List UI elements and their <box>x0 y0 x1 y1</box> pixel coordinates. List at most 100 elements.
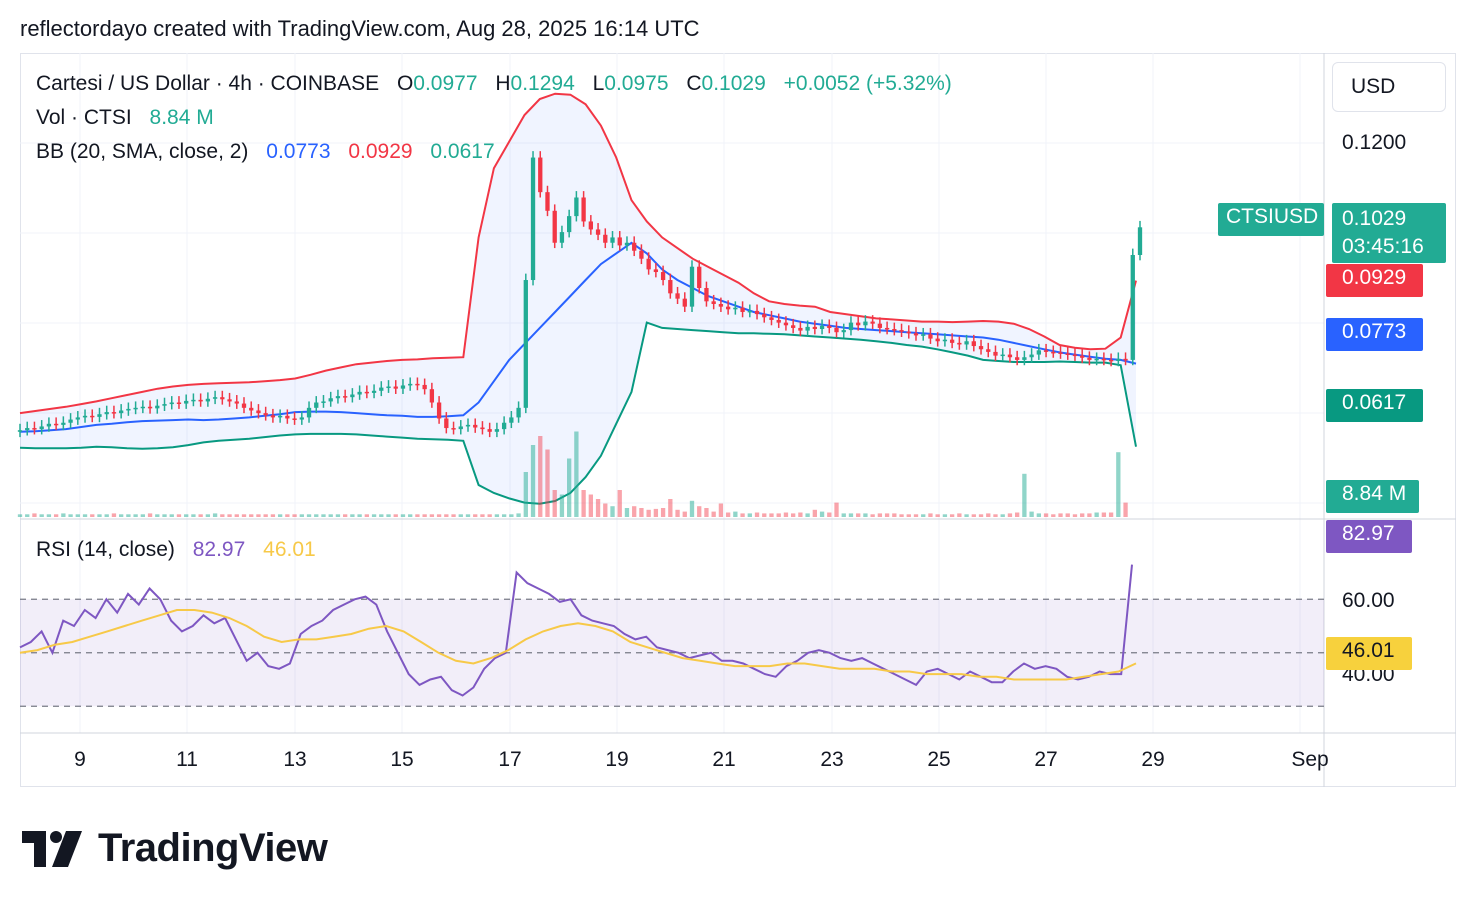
candle-body <box>1087 357 1092 360</box>
volume-bar <box>249 514 254 517</box>
volume-bar <box>812 509 817 517</box>
volume-bar <box>697 506 702 517</box>
candle-body <box>379 387 384 391</box>
volume-bar <box>769 513 774 517</box>
chart-caption: reflectordayo created with TradingView.c… <box>20 16 700 41</box>
volume-bar <box>393 514 398 517</box>
volume-bar <box>827 512 832 517</box>
candle-body <box>538 157 543 193</box>
volume-bar <box>798 512 803 517</box>
bb-title[interactable]: BB (20, SMA, close, 2) <box>36 140 249 163</box>
candle-body <box>978 346 984 350</box>
candle-body <box>501 422 507 430</box>
candle-body <box>126 408 131 411</box>
candle-body <box>39 426 44 430</box>
volume-bar <box>848 513 854 517</box>
volume-bar <box>61 513 66 517</box>
tradingview-logo[interactable]: TradingView <box>22 826 328 871</box>
candle-body <box>1000 354 1005 357</box>
volume-bar <box>1101 512 1107 517</box>
volume-bar <box>227 514 232 517</box>
volume-bar <box>530 445 536 517</box>
volume-bar <box>552 490 557 517</box>
volume-bar <box>617 490 622 517</box>
candle-body <box>119 410 124 414</box>
candle-body <box>545 192 550 211</box>
candle-body <box>350 394 355 398</box>
volume-bar <box>870 514 875 517</box>
candle-body <box>205 398 211 402</box>
candle-body <box>306 407 312 418</box>
candle-body <box>668 280 673 294</box>
candle-body <box>884 327 890 330</box>
candle-body <box>256 410 261 414</box>
volume-bar <box>241 514 247 517</box>
bb-basis-label: 0.0773 <box>1326 318 1423 351</box>
volume-bar <box>1015 512 1020 517</box>
candle-body <box>1022 357 1027 360</box>
candle-body <box>942 339 948 342</box>
volume-bar <box>884 513 890 517</box>
candle-body <box>198 399 203 402</box>
candle-body <box>870 321 875 324</box>
volume-bar <box>104 514 109 517</box>
volume-bar <box>545 449 550 517</box>
candle-body <box>155 405 160 409</box>
candle-body <box>863 321 868 326</box>
bb-upper-line <box>19 92 1137 415</box>
rsi-axis-tick: 60.00 <box>1342 589 1395 612</box>
volume-bar <box>632 506 637 517</box>
volume-bar <box>1080 513 1085 517</box>
rsi-value: 82.97 <box>192 538 246 561</box>
volume-bar <box>1058 513 1063 517</box>
time-axis-tick: 19 <box>605 748 629 771</box>
volume-bar <box>162 514 167 517</box>
candle-body <box>270 415 276 418</box>
time-axis-tick: 27 <box>1034 748 1058 771</box>
candle-body <box>1015 357 1020 360</box>
candle-body <box>393 386 398 389</box>
candle-body <box>856 322 861 326</box>
time-axis-tick: 21 <box>712 748 736 771</box>
candle-body <box>46 423 52 427</box>
volume-bar <box>126 514 131 517</box>
volume-bar <box>473 514 478 517</box>
currency-button[interactable]: USD <box>1332 62 1446 112</box>
candle-body <box>169 402 174 405</box>
volume-bar <box>364 514 369 517</box>
volume-bar <box>603 503 608 517</box>
candle-body <box>473 424 478 428</box>
candle-body <box>805 326 810 331</box>
candle-body <box>747 310 752 313</box>
volume-bar <box>220 514 225 517</box>
volume-bar <box>906 514 911 517</box>
volume-bar <box>711 511 716 517</box>
volume-bar <box>140 514 145 517</box>
volume-bar <box>444 514 449 517</box>
bb-upper-value: 0.0929 <box>348 140 413 163</box>
candle-body <box>97 414 102 417</box>
volume-bar <box>689 500 695 517</box>
symbol-title[interactable]: Cartesi / US Dollar · 4h · COINBASE <box>36 72 380 95</box>
volume-bar <box>480 514 485 517</box>
volume-bar <box>595 499 601 517</box>
volume-bar <box>82 514 88 517</box>
candle-body <box>1130 254 1135 360</box>
rsi-title[interactable]: RSI (14, close) <box>36 538 175 561</box>
candle-body <box>1080 355 1085 358</box>
candle-body <box>921 334 926 336</box>
volume-bar <box>935 514 940 517</box>
volume-bar <box>913 514 919 517</box>
change-value: +0.0052 (+5.32%) <box>783 72 952 95</box>
volume-bar <box>184 514 189 517</box>
chart-frame[interactable] <box>20 53 1456 787</box>
volume-bar <box>321 514 326 517</box>
time-axis-tick: 9 <box>74 748 86 771</box>
candle-body <box>285 415 290 419</box>
candle-body <box>906 331 911 334</box>
candle-body <box>176 402 182 404</box>
volume-title[interactable]: Vol · CTSI <box>36 106 132 129</box>
volume-bar <box>415 514 420 517</box>
volume-bar <box>986 513 991 517</box>
